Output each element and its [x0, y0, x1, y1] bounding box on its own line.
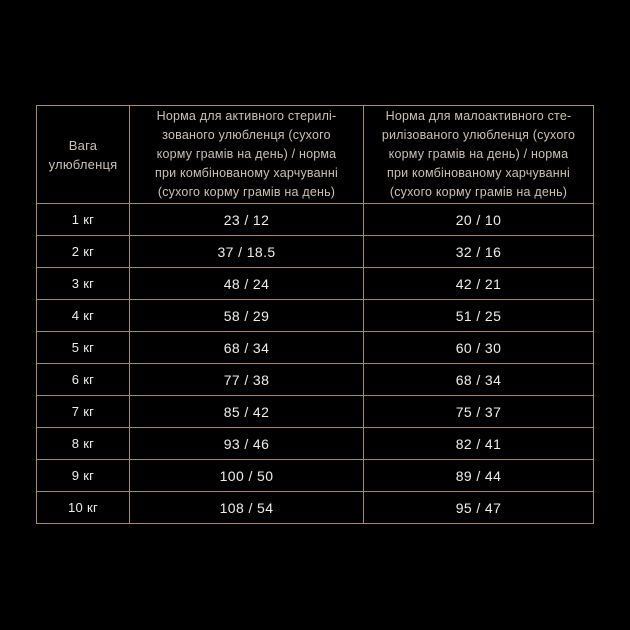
- inactive-norm-cell: 68 / 34: [363, 363, 594, 396]
- inactive-norm-cell: 51 / 25: [363, 299, 594, 332]
- inactive-norm-cell: 95 / 47: [363, 491, 594, 524]
- inactive-norm-cell: 75 / 37: [363, 395, 594, 428]
- active-norm-cell: 77 / 38: [129, 363, 364, 396]
- active-norm-cell: 68 / 34: [129, 331, 364, 364]
- active-norm-cell: 58 / 29: [129, 299, 364, 332]
- table-row: 10 кг 108 / 54 95 / 47: [36, 491, 594, 524]
- weight-cell: 7 кг: [36, 395, 130, 428]
- table-row: 8 кг 93 / 46 82 / 41: [36, 427, 594, 460]
- weight-cell: 2 кг: [36, 235, 130, 268]
- weight-column-header: Вага улюбленця: [36, 105, 130, 204]
- weight-cell: 10 кг: [36, 491, 130, 524]
- weight-cell: 4 кг: [36, 299, 130, 332]
- weight-cell: 1 кг: [36, 203, 130, 236]
- weight-cell: 3 кг: [36, 267, 130, 300]
- active-norm-cell: 85 / 42: [129, 395, 364, 428]
- table-header-row: Вага улюбленця Норма для активного стери…: [36, 105, 594, 204]
- weight-cell: 5 кг: [36, 331, 130, 364]
- inactive-norm-cell: 60 / 30: [363, 331, 594, 364]
- weight-cell: 8 кг: [36, 427, 130, 460]
- table-row: 2 кг 37 / 18.5 32 / 16: [36, 235, 594, 268]
- table-row: 5 кг 68 / 34 60 / 30: [36, 331, 594, 364]
- table-row: 3 кг 48 / 24 42 / 21: [36, 267, 594, 300]
- active-norm-cell: 108 / 54: [129, 491, 364, 524]
- active-norm-cell: 23 / 12: [129, 203, 364, 236]
- feeding-norms-table: Вага улюбленця Норма для активного стери…: [36, 105, 594, 524]
- active-norm-cell: 100 / 50: [129, 459, 364, 492]
- table-row: 4 кг 58 / 29 51 / 25: [36, 299, 594, 332]
- table-row: 7 кг 85 / 42 75 / 37: [36, 395, 594, 428]
- weight-cell: 6 кг: [36, 363, 130, 396]
- active-norm-cell: 93 / 46: [129, 427, 364, 460]
- inactive-norm-cell: 89 / 44: [363, 459, 594, 492]
- table-row: 1 кг 23 / 12 20 / 10: [36, 203, 594, 236]
- inactive-norm-column-header: Норма для малоактивного сте- рилізованог…: [363, 105, 594, 204]
- table-row: 9 кг 100 / 50 89 / 44: [36, 459, 594, 492]
- inactive-norm-cell: 32 / 16: [363, 235, 594, 268]
- active-norm-cell: 37 / 18.5: [129, 235, 364, 268]
- inactive-norm-cell: 82 / 41: [363, 427, 594, 460]
- weight-cell: 9 кг: [36, 459, 130, 492]
- table-row: 6 кг 77 / 38 68 / 34: [36, 363, 594, 396]
- active-norm-column-header: Норма для активного стерилі- зованого ул…: [129, 105, 364, 204]
- active-norm-cell: 48 / 24: [129, 267, 364, 300]
- inactive-norm-cell: 42 / 21: [363, 267, 594, 300]
- inactive-norm-cell: 20 / 10: [363, 203, 594, 236]
